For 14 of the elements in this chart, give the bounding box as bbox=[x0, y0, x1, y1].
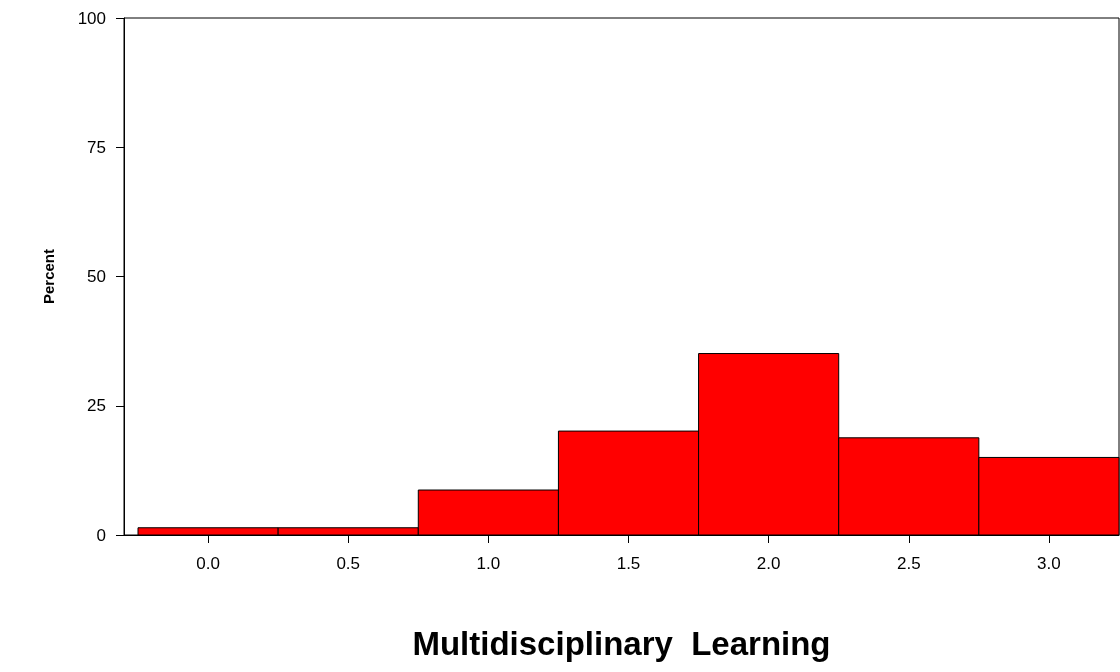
x-tick-label: 2.0 bbox=[756, 554, 781, 573]
x-tick-label: 0.0 bbox=[196, 554, 220, 573]
y-tick-label: 100 bbox=[77, 8, 106, 28]
y-axis-title: Percent bbox=[40, 248, 57, 305]
x-axis-title: Multidisciplinary Learning bbox=[412, 625, 831, 662]
y-tick-label: 0 bbox=[96, 525, 106, 545]
y-tick-label: 75 bbox=[87, 137, 106, 157]
x-tick-label: 1.0 bbox=[476, 554, 501, 573]
y-tick-label: 50 bbox=[87, 267, 106, 286]
x-tick-label: 3.0 bbox=[1037, 554, 1061, 573]
x-tick-label: 1.5 bbox=[616, 554, 641, 573]
y-tick-label: 25 bbox=[87, 396, 106, 416]
x-tick-label: 2.5 bbox=[896, 554, 921, 573]
x-tick-label: 0.5 bbox=[336, 554, 361, 573]
